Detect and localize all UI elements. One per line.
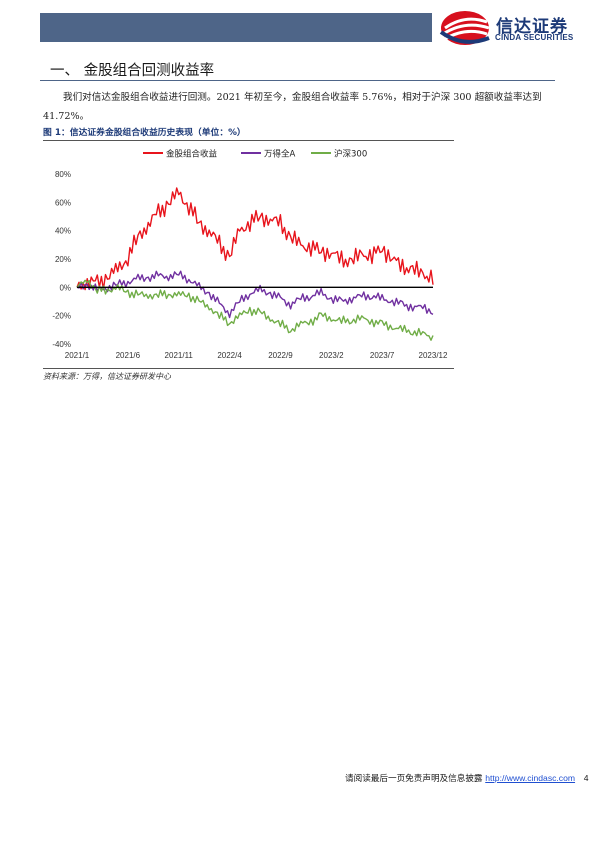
y-tick-label: 60% — [55, 198, 71, 207]
x-tick-label: 2023/12 — [419, 351, 448, 360]
section-divider — [40, 80, 555, 81]
legend-label: 沪深300 — [334, 149, 367, 160]
series-line-3 — [76, 279, 434, 341]
section-title: 一、 金股组合回测收益率 — [50, 63, 215, 79]
page-footer: 请阅读最后一页免责声明及信息披露 http://www.cindasc.com … — [345, 772, 589, 784]
x-tick-label: 2023/7 — [370, 351, 395, 360]
line-chart: -40% -20% 0% 20% 40% 60% 80% 2021/1 2021/6 2021/1… — [52, 149, 448, 361]
figure-title: 图 1：信达证券金股组合收益历史表现（单位：%） — [43, 128, 246, 138]
y-tick-label: 0% — [59, 283, 71, 292]
header-bar — [40, 13, 432, 42]
disclaimer-notice: 请阅读最后一页免责声明及信息披露 — [345, 774, 483, 784]
x-tick-label: 2022/4 — [217, 351, 242, 360]
website-link[interactable]: http://www.cindasc.com — [485, 773, 576, 783]
x-tick-label: 2021/6 — [116, 351, 141, 360]
x-tick-label: 2021/1 — [65, 351, 90, 360]
y-tick-label: -40% — [52, 340, 71, 349]
y-tick-label: -20% — [52, 312, 71, 321]
x-tick-label: 2021/11 — [165, 351, 194, 360]
x-tick-label: 2023/2 — [319, 351, 344, 360]
figure-bottom-rule — [43, 368, 454, 369]
y-tick-label: 40% — [55, 227, 71, 236]
y-tick-label: 20% — [55, 255, 71, 264]
brand-name-en: CINDA SECURITIES — [495, 33, 574, 42]
legend-label: 万得全A — [264, 149, 296, 160]
figure-source: 资料来源：万得，信达证券研发中心 — [43, 372, 171, 381]
page-number: 4 — [583, 773, 589, 783]
body-paragraph: 我们对信达金股组合收益进行回测。2021 年初至今，金股组合收益率 5.76%，… — [43, 92, 542, 122]
figure-top-rule — [43, 140, 454, 141]
x-tick-label: 2022/9 — [268, 351, 293, 360]
legend-label: 金股组合收益 — [166, 149, 218, 160]
brand-name-cn: 信达证券 — [496, 17, 568, 37]
series-line-1 — [76, 187, 434, 291]
y-tick-label: 80% — [55, 170, 71, 179]
series-line-2 — [76, 270, 434, 319]
cinda-logo-icon — [439, 11, 490, 45]
